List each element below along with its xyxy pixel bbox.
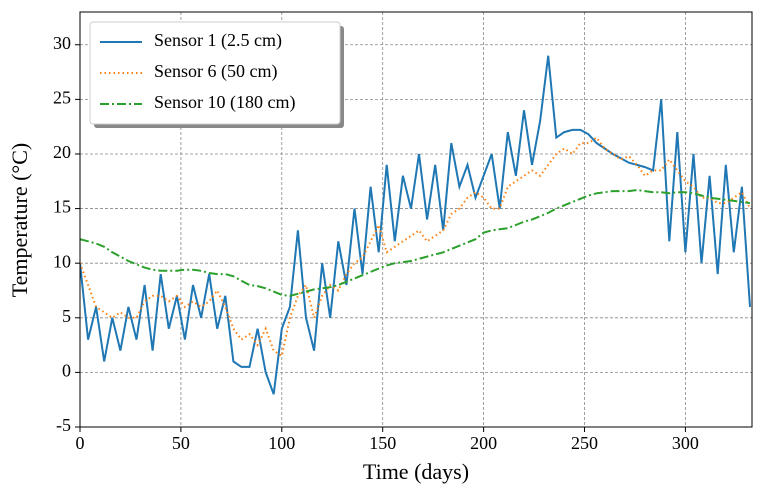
x-tick-label: 200 — [470, 433, 497, 453]
x-tick-label: 300 — [672, 433, 699, 453]
x-axis-label: Time (days) — [363, 459, 469, 484]
x-tick-label: 250 — [571, 433, 598, 453]
x-tick-label: 150 — [369, 433, 396, 453]
y-tick-label: -5 — [56, 415, 71, 435]
series-line — [80, 188, 751, 297]
plot-frame — [79, 11, 753, 428]
series-line — [80, 55, 751, 395]
y-tick-label: 5 — [62, 306, 71, 326]
x-tick-label: 100 — [268, 433, 295, 453]
legend-label: Sensor 10 (180 cm) — [154, 92, 295, 113]
x-tick-label: 0 — [76, 433, 85, 453]
y-tick-label: 0 — [62, 361, 71, 381]
y-axis-label: Temperature (°C) — [7, 143, 32, 297]
legend-box — [89, 21, 341, 125]
y-tick-label: 10 — [53, 251, 71, 271]
y-tick-label: 20 — [53, 142, 71, 162]
legend-label: Sensor 1 (2.5 cm) — [154, 30, 282, 51]
legend-label: Sensor 6 (50 cm) — [154, 61, 277, 82]
y-tick-label: 30 — [53, 33, 71, 53]
series-line — [80, 136, 751, 358]
y-tick-label: 15 — [53, 197, 71, 217]
y-tick-label: 25 — [53, 87, 71, 107]
x-tick-label: 50 — [172, 433, 190, 453]
